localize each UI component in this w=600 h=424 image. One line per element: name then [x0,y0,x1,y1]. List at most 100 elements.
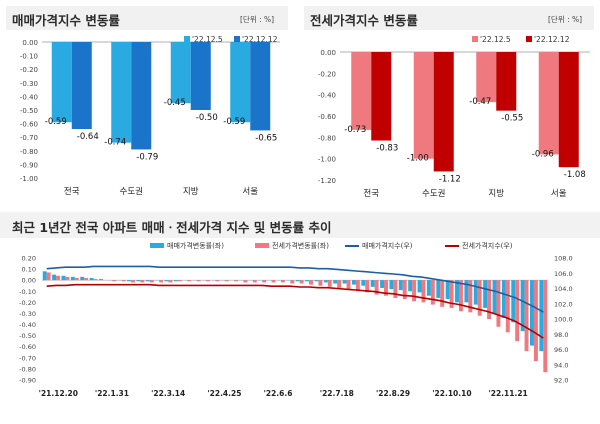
jeonse-bar [371,52,392,141]
sale-panel-title: 매매가격지수 변동률 [12,13,120,28]
sale-unit-label: [단위 : %] [240,15,275,24]
sale-ytick: -0.10 [20,53,38,61]
trend-x-tick: '22.4.25 [207,389,241,398]
jeonse-unit-label: [단위 : %] [548,15,583,24]
trend-y-left-tick: -0.30 [19,310,36,318]
trend-sale-bar [98,279,103,281]
trend-jeonse-bar [355,280,360,292]
trend-jeonse-bar [374,280,379,295]
trend-jeonse-bar [93,279,98,281]
trend-sale-bar [342,280,347,284]
trend-jeonse-bar [262,280,267,283]
trend-sale-bar [389,280,394,290]
trend-sale-bar [351,280,356,285]
trend-sale-bar [80,276,85,281]
trend-sale-bar [464,280,469,303]
trend-sale-bar [473,280,478,305]
trend-x-tick: '22.7.18 [320,389,354,398]
trend-sale-index-line [46,265,544,313]
trend-jeonse-bar [56,275,60,281]
sale-category-label: 전국 [64,186,80,197]
sale-data-label: -0.59 [45,117,67,127]
trend-jeonse-bar [327,280,332,287]
jeonse-panel-title: 전세가격지수 변동률 [310,13,418,28]
trend-jeonse-bar [299,280,304,284]
trend-legend-label: 매매가격지수(우) [362,241,413,250]
jeonse-data-label: -0.73 [344,125,366,135]
trend-jeonse-bar [430,280,435,305]
trend-sale-bar [61,275,66,281]
trend-sale-bar [483,280,488,308]
trend-sale-bar [52,274,57,281]
trend-y-right-tick: 102.0 [554,300,573,308]
trend-sale-bar [127,280,132,282]
trend-sale-bar [323,280,328,283]
trend-sale-bar [380,280,385,288]
trend-sale-bar [361,280,366,286]
trend-jeonse-bar [280,280,285,283]
trend-y-left-tick: -0.40 [19,321,36,329]
sale-ytick: -0.60 [20,121,38,129]
trend-y-left-tick: -0.80 [19,365,36,373]
trend-sale-bar [305,280,310,282]
trend-sale-bar [370,280,375,287]
sale-category-label: 수도권 [120,186,143,197]
trend-x-tick: '22.8.29 [376,389,410,398]
jeonse-data-label: -0.83 [376,144,398,154]
jeonse-ytick: -1.00 [318,156,336,164]
trend-jeonse-bar [337,280,342,288]
sale-data-label: -0.79 [136,152,158,162]
trend-sale-bar [530,280,534,346]
sale-ytick: -0.20 [20,66,38,74]
jeonse-data-label: -0.55 [501,114,523,124]
trend-jeonse-bar [346,280,351,290]
sale-ytick: -0.30 [20,80,38,88]
trend-sale-bar [145,280,150,282]
trend-jeonse-bar [224,280,229,282]
jeonse-bar [351,52,372,130]
trend-x-tick: '21.12.20 [39,389,78,398]
trend-jeonse-bar [309,280,313,285]
sale-legend-swatch [234,36,240,42]
jeonse-data-label: -0.47 [469,97,491,107]
trend-sale-bar [445,280,450,300]
trend-legend-label: 전세가격지수(우) [462,241,513,250]
jeonse-category-label: 서울 [551,189,567,199]
trend-sale-bar [136,280,141,282]
trend-sale-bar [492,280,497,314]
trend-sale-bar [539,280,544,352]
trend-y-left-tick: -0.10 [19,288,36,296]
trend-x-tick: '22.1.31 [95,389,129,398]
trend-jeonse-bar [384,280,388,296]
trend-legend-swatch-sale-bar [150,243,164,248]
sale-legend-label: '22.12.12 [242,35,278,44]
trend-jeonse-bar [46,272,51,281]
trend-sale-bar [164,280,169,282]
sale-legend-label: '22.12.5 [192,35,223,44]
jeonse-bar [538,52,559,155]
trend-x-tick: '22.3.14 [151,389,185,398]
trend-panel-title: 최근 1년간 전국 아파트 매매ㆍ전세가격 지수 및 변동률 추이 [12,220,332,235]
trend-jeonse-bar [196,280,201,282]
trend-sale-bar [314,280,319,282]
sale-bar [170,42,191,104]
sale-bar [250,42,271,131]
jeonse-ytick: -0.80 [318,134,336,142]
trend-jeonse-bar [140,280,145,283]
trend-y-right-tick: 96.0 [554,346,568,354]
jeonse-legend-swatch [526,36,532,42]
jeonse-category-label: 전국 [363,188,379,199]
trend-jeonse-bar [205,280,210,282]
trend-jeonse-bar [449,280,454,308]
trend-y-right-tick: 104.0 [554,285,573,293]
trend-y-right-tick: 108.0 [554,255,573,263]
trend-y-left-tick: -0.70 [19,354,36,362]
trend-sale-bar [333,280,338,284]
trend-jeonse-bar [121,280,126,282]
jeonse-bar [476,52,497,103]
trend-y-left-tick: -0.60 [19,343,36,351]
sale-bar [230,42,251,123]
trend-sale-bar [455,280,459,303]
trend-jeonse-bar [505,280,510,333]
sale-data-label: -0.74 [104,138,126,148]
